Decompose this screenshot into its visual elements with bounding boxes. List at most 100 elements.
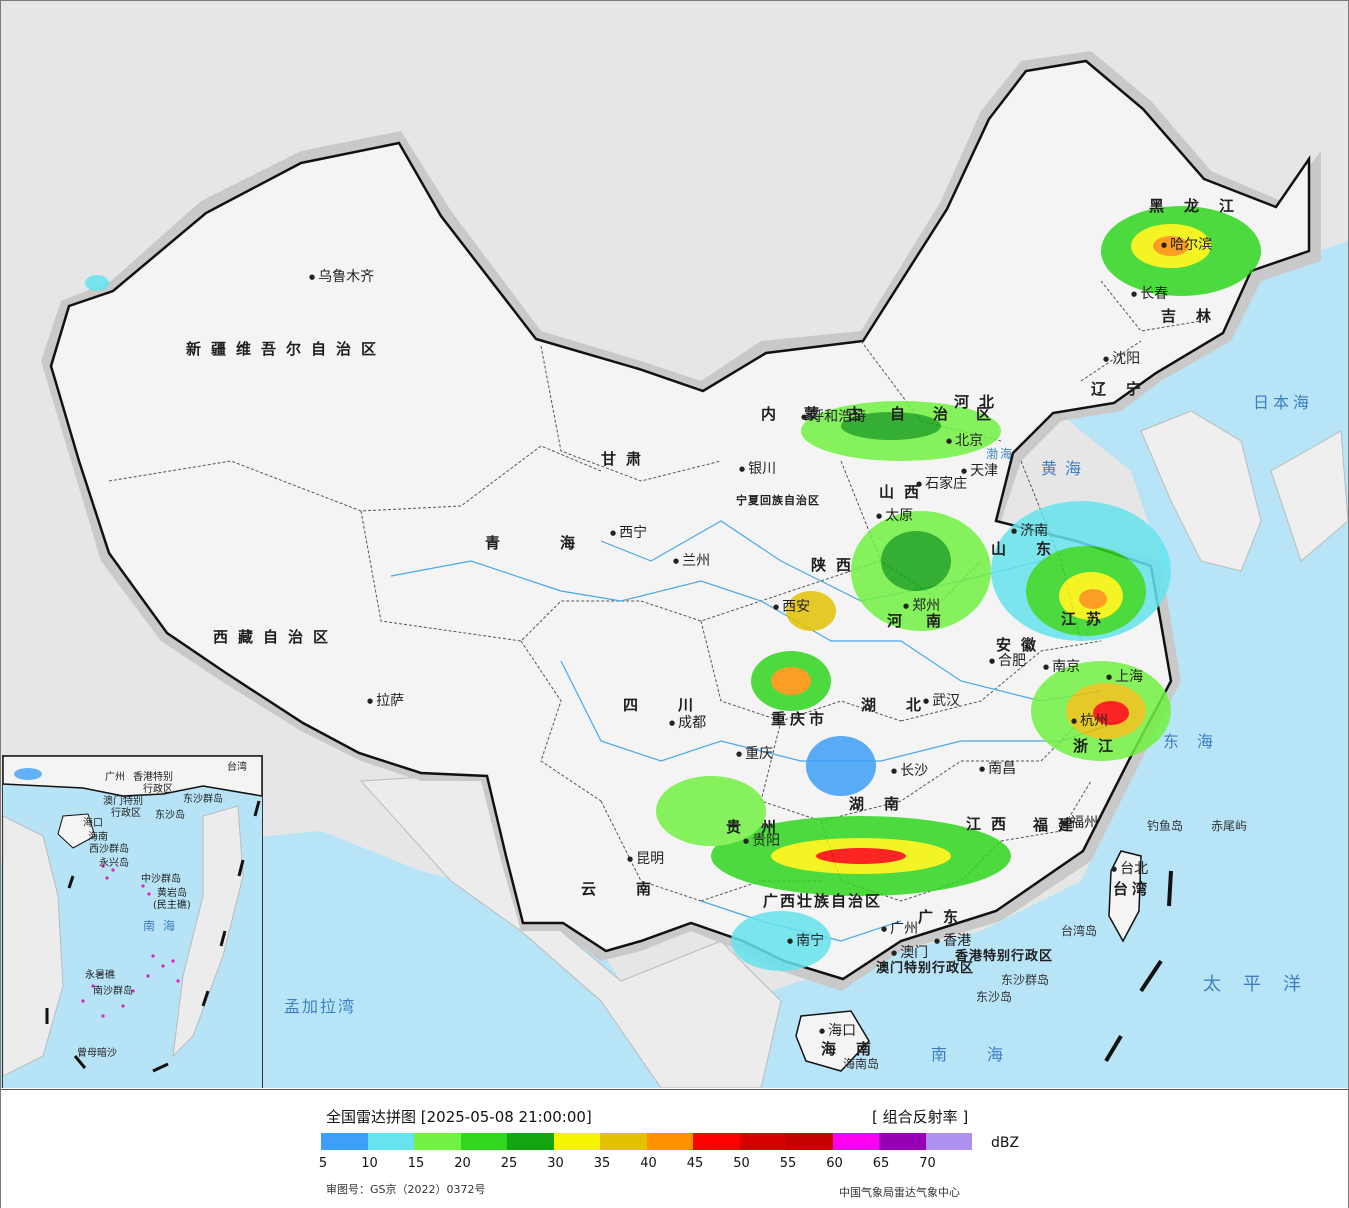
- island-taiwan: 台湾岛: [1061, 924, 1098, 938]
- city-hangzhou: 杭州: [1071, 713, 1108, 729]
- label-yunnan: 云南: [581, 880, 692, 898]
- legend-swatch: [553, 1133, 600, 1150]
- legend-tick-label: 70: [919, 1156, 936, 1171]
- city-jinan: 济南: [1011, 523, 1048, 539]
- city-changchun: 长春: [1131, 286, 1168, 302]
- city-tianjin: 天津: [961, 463, 998, 479]
- legend-tick-label: 55: [779, 1156, 797, 1171]
- island-diaoyu: 钓鱼岛: [1147, 819, 1184, 833]
- legend-product: [ 组合反射率 ]: [872, 1108, 969, 1126]
- legend-swatch: [739, 1133, 786, 1150]
- inset-label-hainan: 海南: [88, 832, 108, 843]
- city-hohhot: 呼和浩特: [801, 409, 866, 425]
- sea-east: 东海: [1163, 732, 1232, 751]
- china-land: [49, 59, 1311, 981]
- legend-tick-label: 50: [733, 1156, 750, 1171]
- legend-title: 全国雷达拼图 [2025-05-08 21:00:00]: [326, 1108, 592, 1126]
- maritime-boundary: [1104, 870, 1173, 1063]
- legend-tick-label: 20: [454, 1156, 471, 1171]
- legend-swatch: [321, 1133, 368, 1150]
- city-zhengzhou: 郑州: [903, 598, 940, 614]
- island-chiwei: 赤尾屿: [1211, 819, 1248, 833]
- label-liaoning: 辽宁: [1091, 380, 1162, 398]
- city-kunming: 昆明: [627, 851, 664, 867]
- label-heilongjiang: 黑龙江: [1149, 197, 1255, 215]
- city-macao: 澳门: [891, 945, 928, 961]
- south-china-sea-inset: 广州 香港特别 行政区 澳门特别 行政区 东沙群岛 东沙岛 台湾 海口 海南 西…: [2, 755, 263, 1088]
- legend-swatch: [693, 1133, 740, 1150]
- island-hainan: 海南岛: [843, 1057, 880, 1071]
- city-shijiazhuang: 石家庄: [916, 476, 967, 492]
- data-source: 中国气象局雷达气象中心: [839, 1186, 960, 1199]
- korea-japan-land: [1140, 410, 1262, 572]
- inset-label-huangyan: 黄岩岛: [157, 888, 187, 899]
- city-changsha: 长沙: [891, 763, 928, 779]
- city-urumqi: 乌鲁木齐: [309, 269, 374, 285]
- city-xian: 西安: [773, 599, 810, 615]
- inset-label-dongsha2: 东沙岛: [155, 810, 185, 821]
- city-shanghai: 上海: [1106, 669, 1143, 685]
- label-taiwan: 台湾: [1113, 880, 1152, 898]
- city-fuzhou: 福州: [1061, 815, 1098, 831]
- inset-label-zhongsha: 中沙群岛: [141, 874, 181, 885]
- city-lanzhou: 兰州: [673, 553, 710, 569]
- sea-pacific: 太平洋: [1203, 974, 1323, 995]
- sea-japan: 日本海: [1253, 393, 1314, 412]
- city-chengdu: 成都: [669, 715, 706, 731]
- legend-panel: 全国雷达拼图 [2025-05-08 21:00:00] [ 组合反射率 ] d…: [1, 1089, 1348, 1208]
- inset-label-hk1: 香港特别: [133, 772, 173, 783]
- label-jiangxi: 江西: [966, 815, 1017, 833]
- city-xining: 西宁: [610, 525, 647, 541]
- legend-swatch: [786, 1133, 833, 1150]
- legend-tick-label: 15: [407, 1156, 425, 1171]
- inset-label-xisha: 西沙群岛: [89, 844, 129, 855]
- city-haikou: 海口: [819, 1023, 856, 1039]
- legend-swatch: [414, 1133, 461, 1150]
- city-hefei: 合肥: [989, 653, 1026, 669]
- legend-swatch: [507, 1133, 554, 1150]
- city-nanjing: 南京: [1043, 659, 1080, 675]
- legend-swatch: [367, 1133, 414, 1150]
- map-area[interactable]: 新疆维吾尔自治区 西藏自治区 青海 甘肃 内蒙古自治区 黑龙江 吉林 辽宁 河北…: [1, 1, 1348, 1088]
- legend-swatch: [832, 1133, 879, 1150]
- legend-tick-label: 40: [640, 1156, 657, 1171]
- label-shanxi: 山西: [879, 483, 930, 501]
- sea-south: 南海: [931, 1045, 1044, 1064]
- sea-bengal: 孟加拉湾: [284, 997, 357, 1016]
- label-sichuan: 四川: [623, 696, 734, 714]
- echo-guangxi: [731, 911, 831, 971]
- legend-swatch: [600, 1133, 647, 1150]
- label-ningxia: 宁夏回族自治区: [736, 494, 820, 507]
- sea-yellow: 黄海: [1041, 459, 1090, 478]
- label-xizang: 西藏自治区: [213, 628, 339, 646]
- legend-unit: dBZ: [991, 1135, 1020, 1151]
- city-taiyuan: 太原: [876, 508, 913, 524]
- inset-label-taiwan: 台湾: [227, 762, 247, 773]
- city-lhasa: 拉萨: [367, 693, 404, 709]
- inset-label-mo2: 行政区: [111, 808, 141, 819]
- inset-canvas: [3, 756, 262, 1077]
- map-approval-number: 审图号：GS京（2022）0372号: [326, 1183, 486, 1196]
- label-hebei: 河北: [954, 393, 1005, 411]
- legend-tick-label: 5: [318, 1156, 328, 1171]
- legend-tick-label: 60: [826, 1156, 843, 1171]
- label-guizhou: 贵州: [726, 818, 797, 836]
- label-qinghai: 青海: [485, 534, 636, 552]
- island-dongsha: 东沙岛: [976, 990, 1013, 1004]
- inset-label-yongxing: 永兴岛: [99, 858, 129, 869]
- label-shandong: 山东: [991, 540, 1082, 558]
- legend-swatch: [879, 1133, 926, 1150]
- map-canvas: [1, 51, 1348, 1088]
- city-shenyang: 沈阳: [1103, 351, 1140, 367]
- inset-label-haikou: 海口: [83, 818, 103, 829]
- city-wuhan: 武汉: [923, 693, 960, 709]
- legend-tick-label: 35: [593, 1156, 611, 1171]
- city-harbin: 哈尔滨: [1161, 237, 1212, 253]
- label-jiangsu: 江苏: [1061, 610, 1112, 628]
- label-hubei: 湖北: [861, 696, 952, 714]
- city-taipei: 台北: [1111, 861, 1148, 877]
- label-jilin: 吉林: [1161, 307, 1232, 325]
- legend-color-bar: [321, 1133, 972, 1150]
- inset-label-nansha: 南沙群岛: [93, 986, 133, 997]
- inset-label-hk2: 行政区: [143, 784, 173, 795]
